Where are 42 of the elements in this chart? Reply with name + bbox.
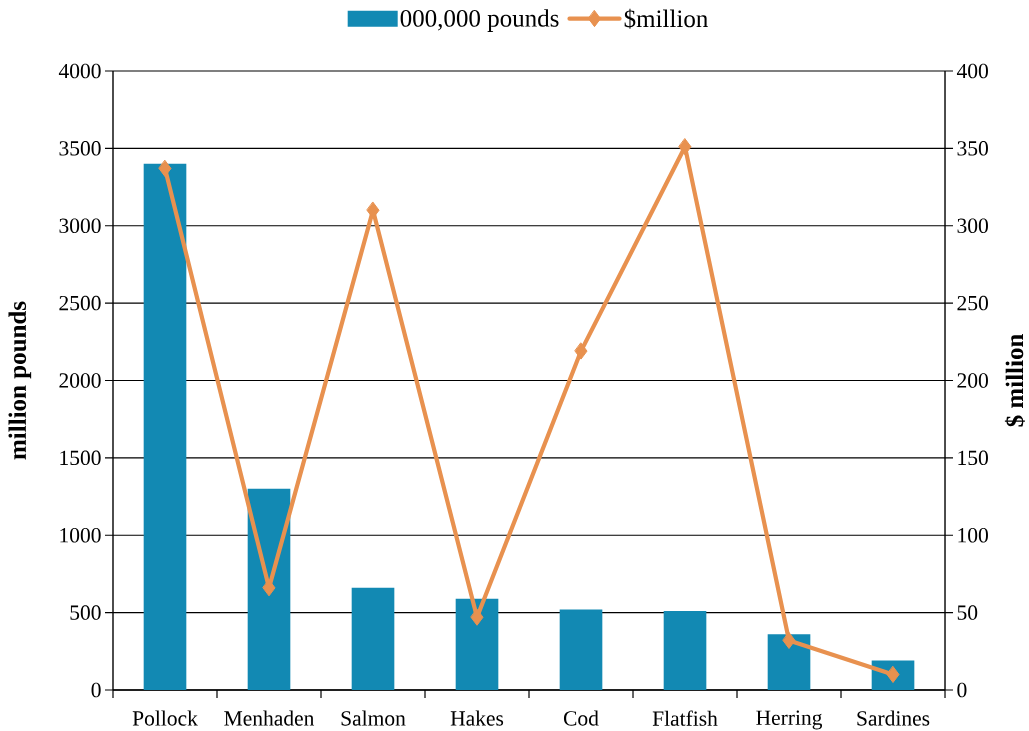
point (678, 138, 692, 156)
x-tick-label: Flatfish (652, 710, 718, 726)
y-tick-label: 500 (70, 605, 101, 620)
y2-tick-label: 250 (957, 295, 988, 311)
y2-tick-label: 150 (958, 450, 988, 466)
y-tick-label: 1500 (60, 450, 101, 466)
y-axis-title: million pounds (8, 301, 32, 460)
y-tick-label: 1000 (60, 528, 101, 543)
y2-axis-title: $ million (1004, 333, 1025, 427)
y-tick-label: 0 (91, 682, 101, 698)
y-tick-label: 2500 (59, 295, 101, 311)
bar (247, 488, 291, 690)
bar (663, 611, 707, 690)
point (782, 631, 796, 649)
legend-label: $million (624, 8, 708, 29)
x-tick-label: Sardines (857, 710, 930, 726)
y2-tick-label: 400 (956, 63, 988, 79)
x-tick-label: Pollock (132, 710, 198, 726)
bar (455, 598, 499, 690)
x-tick-label: Hakes (450, 710, 504, 726)
point (470, 608, 484, 626)
y-tick-label: 3000 (59, 218, 101, 233)
y2-tick-label: 350 (957, 141, 988, 156)
y-tick-label: 3500 (59, 141, 101, 156)
point (158, 159, 172, 177)
point (574, 342, 588, 360)
y2-tick-label: 0 (957, 682, 967, 698)
bar (351, 587, 395, 690)
x-tick-label: Menhaden (224, 710, 315, 726)
y-tick-label: 2000 (59, 373, 101, 388)
bar (559, 609, 603, 690)
x-tick-label: Cod (563, 710, 599, 726)
x-tick-label: Salmon (341, 710, 406, 726)
legend-label: 000,000 pounds (400, 9, 559, 32)
y2-tick-label: 50 (957, 605, 978, 620)
y-tick-label: 4000 (58, 63, 101, 79)
bar (767, 634, 811, 690)
y2-tick-label: 300 (957, 218, 988, 233)
y2-tick-label: 100 (958, 528, 988, 543)
bar (143, 163, 187, 690)
y2-tick-label: 200 (957, 373, 988, 388)
x-tick-label: Herring (756, 710, 823, 730)
